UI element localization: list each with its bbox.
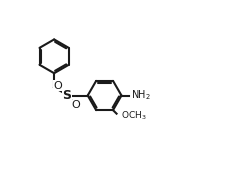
Text: O: O (72, 100, 80, 110)
Text: OCH$_3$: OCH$_3$ (121, 110, 147, 122)
Text: S: S (63, 89, 71, 102)
Text: O: O (54, 81, 63, 91)
Text: NH$_2$: NH$_2$ (131, 89, 151, 102)
